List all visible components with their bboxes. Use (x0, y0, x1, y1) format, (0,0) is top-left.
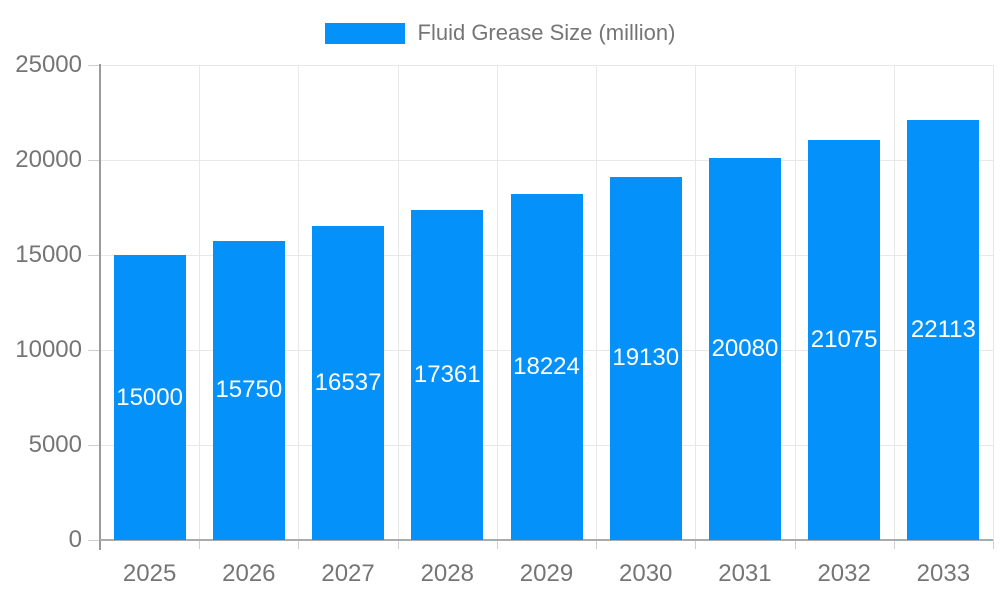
x-axis-tick (496, 540, 498, 549)
y-axis-label: 5000 (28, 431, 82, 458)
gridline-vertical (794, 65, 796, 540)
y-axis-label: 15000 (15, 241, 82, 268)
x-axis-label: 2031 (718, 560, 772, 587)
x-axis-line (100, 539, 993, 541)
x-axis-tick (695, 540, 697, 549)
x-axis-label: 2030 (619, 560, 673, 587)
x-axis-tick (397, 540, 399, 549)
gridline-horizontal (100, 160, 993, 161)
bar[interactable] (808, 139, 881, 540)
bar-value-label: 16537 (314, 368, 382, 396)
bar[interactable] (907, 119, 980, 540)
bar-value-label: 15750 (215, 376, 283, 404)
bar-value-label: 19130 (612, 344, 680, 372)
gridline-vertical (596, 65, 598, 540)
y-axis-label: 0 (68, 526, 82, 553)
bar-value-label: 17361 (413, 361, 481, 389)
x-axis-tick (298, 540, 300, 549)
y-axis-line (99, 64, 101, 550)
bar[interactable] (411, 210, 484, 540)
y-axis-label: 25000 (15, 51, 82, 78)
x-axis-label: 2028 (420, 560, 474, 587)
x-axis-tick (199, 540, 201, 549)
legend-label[interactable]: Fluid Grease Size (million) (417, 20, 676, 45)
y-axis-tick (88, 160, 100, 161)
bar[interactable] (708, 158, 781, 540)
y-axis-tick (88, 540, 100, 541)
x-axis-label: 2026 (222, 560, 276, 587)
gridline-vertical (695, 65, 697, 540)
gridline-vertical (397, 65, 399, 540)
bar[interactable] (212, 240, 285, 540)
gridline-vertical (298, 65, 300, 540)
x-axis-tick (794, 540, 796, 549)
y-axis-tick (88, 445, 100, 446)
x-axis-label: 2029 (519, 560, 574, 587)
bar[interactable] (510, 193, 583, 540)
bar-value-label: 21075 (810, 325, 878, 353)
x-axis-tick (893, 540, 895, 549)
gridline-vertical (199, 65, 201, 540)
gridline-vertical (993, 65, 994, 540)
bar-value-label: 22113 (910, 315, 976, 343)
bar-value-label: 20080 (711, 335, 779, 363)
x-axis-label: 2032 (817, 560, 871, 587)
bar[interactable] (312, 225, 385, 540)
y-axis-tick (88, 350, 100, 351)
y-axis-label: 10000 (15, 336, 82, 363)
bar-value-label: 15000 (116, 383, 183, 411)
chart-legend[interactable]: Fluid Grease Size (million) (0, 20, 1000, 46)
y-axis-tick (88, 65, 100, 66)
x-axis-label: 2033 (916, 560, 971, 587)
y-axis-label: 20000 (15, 146, 82, 173)
bar[interactable] (113, 255, 186, 540)
gridline-horizontal (100, 65, 993, 66)
bar[interactable] (609, 176, 682, 540)
y-axis-tick (88, 255, 100, 256)
x-axis-label: 2025 (122, 560, 177, 587)
gridline-vertical (496, 65, 498, 540)
x-axis-tick (993, 540, 994, 549)
bar-value-label: 18224 (513, 352, 580, 380)
legend-swatch[interactable] (324, 22, 405, 44)
gridline-vertical (893, 65, 895, 540)
x-axis-tick (596, 540, 598, 549)
x-axis-label: 2027 (321, 560, 375, 587)
